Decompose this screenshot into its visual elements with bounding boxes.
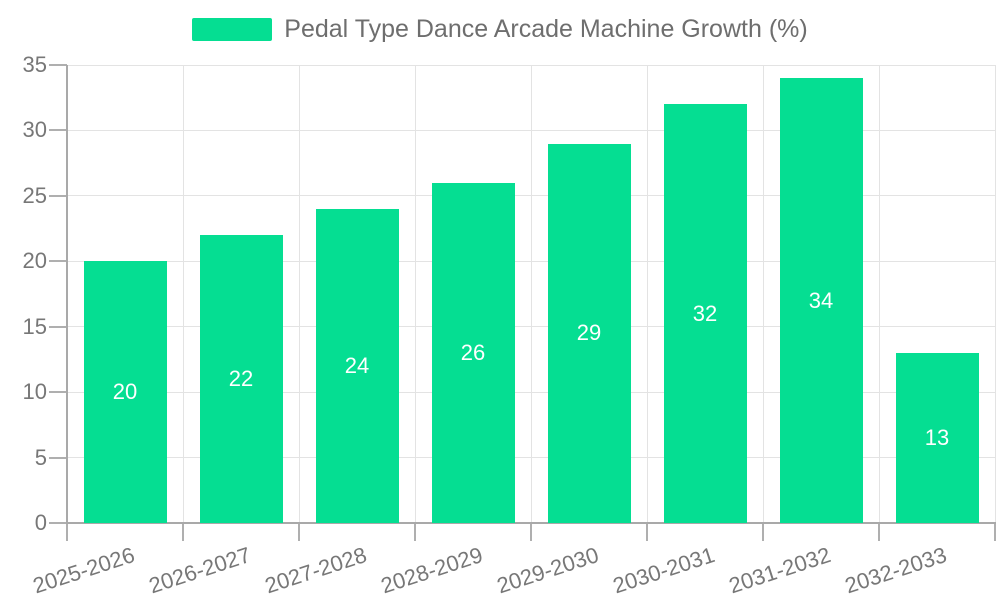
y-axis-tick xyxy=(49,129,67,132)
x-axis-tick xyxy=(530,523,532,541)
x-axis-line xyxy=(66,522,996,524)
bar-value-label: 13 xyxy=(924,424,950,450)
bar[interactable]: 13 xyxy=(895,352,979,523)
x-axis-tick xyxy=(414,523,416,541)
y-axis-tick xyxy=(49,522,67,524)
y-axis-tick xyxy=(49,391,67,394)
bar-value-label: 22 xyxy=(228,366,254,392)
bar-value-label: 24 xyxy=(344,352,370,378)
grid-line-x xyxy=(762,65,764,523)
bar-value-label: 26 xyxy=(460,339,486,365)
bar[interactable]: 29 xyxy=(547,143,631,523)
bar[interactable]: 24 xyxy=(315,208,399,523)
grid-line-x xyxy=(298,65,300,523)
x-axis-tick xyxy=(762,523,764,541)
grid-line-x xyxy=(414,65,416,523)
y-axis-label: 0 xyxy=(34,510,47,535)
legend-label: Pedal Type Dance Arcade Machine Growth (… xyxy=(284,15,808,43)
x-axis-label: 2025-2026 xyxy=(29,542,138,599)
bar-value-label: 34 xyxy=(808,287,834,313)
bar[interactable]: 22 xyxy=(199,235,283,523)
bar[interactable]: 32 xyxy=(663,104,747,523)
y-axis-tick xyxy=(49,64,67,66)
y-axis-tick xyxy=(49,325,67,328)
y-axis-tick xyxy=(49,260,67,263)
bar[interactable]: 20 xyxy=(83,261,167,523)
grid-line-x xyxy=(878,65,880,523)
x-axis-label: 2028-2029 xyxy=(377,542,486,599)
y-axis-tick xyxy=(49,194,67,197)
bar[interactable]: 26 xyxy=(431,182,515,523)
x-axis-tick xyxy=(182,523,184,541)
x-axis-tick xyxy=(66,523,68,541)
grid-line-x xyxy=(994,65,996,523)
y-axis-tick xyxy=(49,456,67,459)
y-axis-label: 30 xyxy=(22,117,47,143)
chart-legend: Pedal Type Dance Arcade Machine Growth (… xyxy=(0,15,1000,44)
legend-swatch xyxy=(192,18,273,41)
y-axis-label: 15 xyxy=(22,313,47,339)
y-axis-label: 10 xyxy=(22,379,47,405)
grid-line-x xyxy=(646,65,648,523)
x-axis-tick xyxy=(994,523,996,541)
bar-value-label: 32 xyxy=(692,300,718,326)
bar-value-label: 29 xyxy=(576,320,602,346)
x-axis-tick xyxy=(646,523,648,541)
bar[interactable]: 34 xyxy=(779,78,863,523)
y-axis-line xyxy=(66,65,68,523)
bar-value-label: 20 xyxy=(112,379,138,405)
x-axis-tick xyxy=(878,523,880,541)
x-axis-label: 2026-2027 xyxy=(145,542,254,599)
legend-item[interactable]: Pedal Type Dance Arcade Machine Growth (… xyxy=(192,15,808,44)
x-axis-label: 2031-2032 xyxy=(725,542,834,599)
grid-line-x xyxy=(530,65,532,523)
x-axis-label: 2027-2028 xyxy=(261,542,370,599)
x-axis-tick xyxy=(298,523,300,541)
x-axis-label: 2030-2031 xyxy=(609,542,718,599)
y-axis-label: 5 xyxy=(34,444,47,470)
grid-line-x xyxy=(182,65,184,523)
y-axis-label: 25 xyxy=(22,182,47,208)
x-axis-label: 2029-2030 xyxy=(493,542,602,599)
y-axis-label: 20 xyxy=(22,248,47,274)
x-axis-label: 2032-2033 xyxy=(841,542,950,599)
y-axis-label: 35 xyxy=(22,52,47,77)
